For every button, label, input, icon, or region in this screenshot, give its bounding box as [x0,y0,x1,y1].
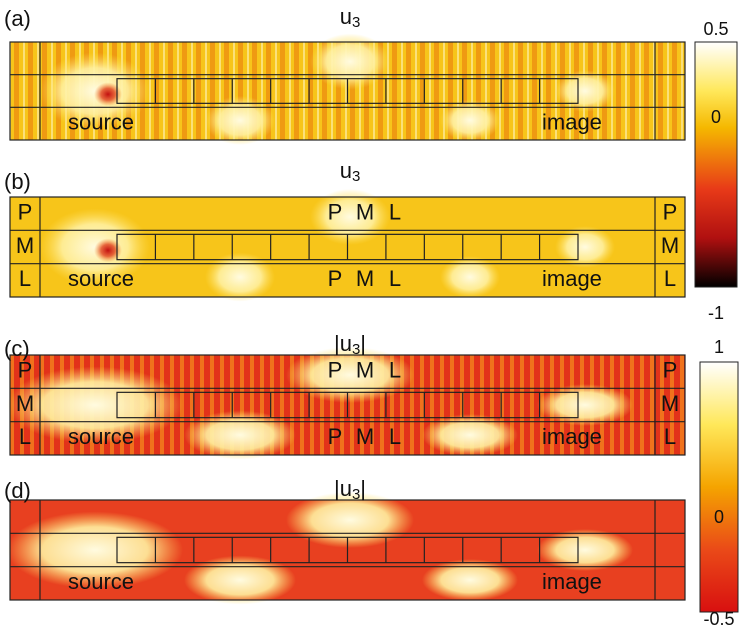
source-label: source [68,266,134,291]
panel-title: |u3| [334,476,366,503]
pml-label: L [389,424,401,449]
pml-label: P [328,424,343,449]
field-blob [94,82,122,106]
title-text: | [360,476,366,501]
field-blob [555,226,615,268]
field-blob [440,99,500,141]
title-subscript: 3 [352,168,360,185]
figure: (a)u3sourceimage(b)u3sourceimagePPPPMMMM… [0,0,745,632]
pml-label: M [356,357,374,382]
colorbar-tick-label: 0.5 [703,19,728,39]
title-text: |u [334,476,352,501]
title-text: |u [334,331,352,356]
title-subscript: 3 [352,486,360,503]
pml-label: P [328,199,343,224]
colorbar-tick-label: 1 [714,337,724,357]
pml-label: P [663,357,678,382]
title-subscript: 3 [352,14,360,31]
field-blob [422,414,518,456]
pml-label: M [661,233,679,258]
colorbar [695,42,737,287]
source-label: source [68,569,134,594]
pml-label: L [389,199,401,224]
field-blob [555,70,615,112]
title-text: u [340,158,352,183]
image-label: image [542,569,602,594]
image-label: image [542,266,602,291]
colorbar-tick-label: -1 [708,303,724,323]
pml-label: M [356,266,374,291]
pml-label: P [328,266,343,291]
field-blob [440,256,500,298]
pml-label: M [356,199,374,224]
pml-label: L [19,266,31,291]
pml-label: P [328,357,343,382]
source-label: source [68,109,134,134]
panel-label: (b) [4,169,31,194]
title-subscript: 3 [352,341,360,358]
field-blob [537,384,633,426]
colorbar-tick-label: 0 [714,507,724,527]
panel-title: u3 [340,158,361,185]
title-text: | [360,331,366,356]
pml-label: M [356,424,374,449]
colorbar-tick-label: 0 [711,107,721,127]
field-blob [422,559,518,601]
pml-label: M [16,233,34,258]
panel-label: (a) [4,6,31,31]
pml-label: P [663,199,678,224]
pml-label: P [18,357,33,382]
title-text: u [340,4,352,29]
pml-label: L [664,266,676,291]
pml-label: L [664,424,676,449]
pml-label: P [18,199,33,224]
image-label: image [542,109,602,134]
field-blob [94,238,122,262]
pml-label: M [16,391,34,416]
panel-label: (d) [4,478,31,503]
colorbar [700,362,738,612]
image-label: image [542,424,602,449]
pml-label: M [661,391,679,416]
pml-label: L [389,357,401,382]
field-blob [537,529,633,571]
pml-label: L [389,266,401,291]
pml-label: L [19,424,31,449]
panel-title: u3 [340,4,361,31]
panel-title: |u3| [334,331,366,358]
colorbar-tick-label: -0.5 [703,609,734,629]
source-label: source [68,424,134,449]
